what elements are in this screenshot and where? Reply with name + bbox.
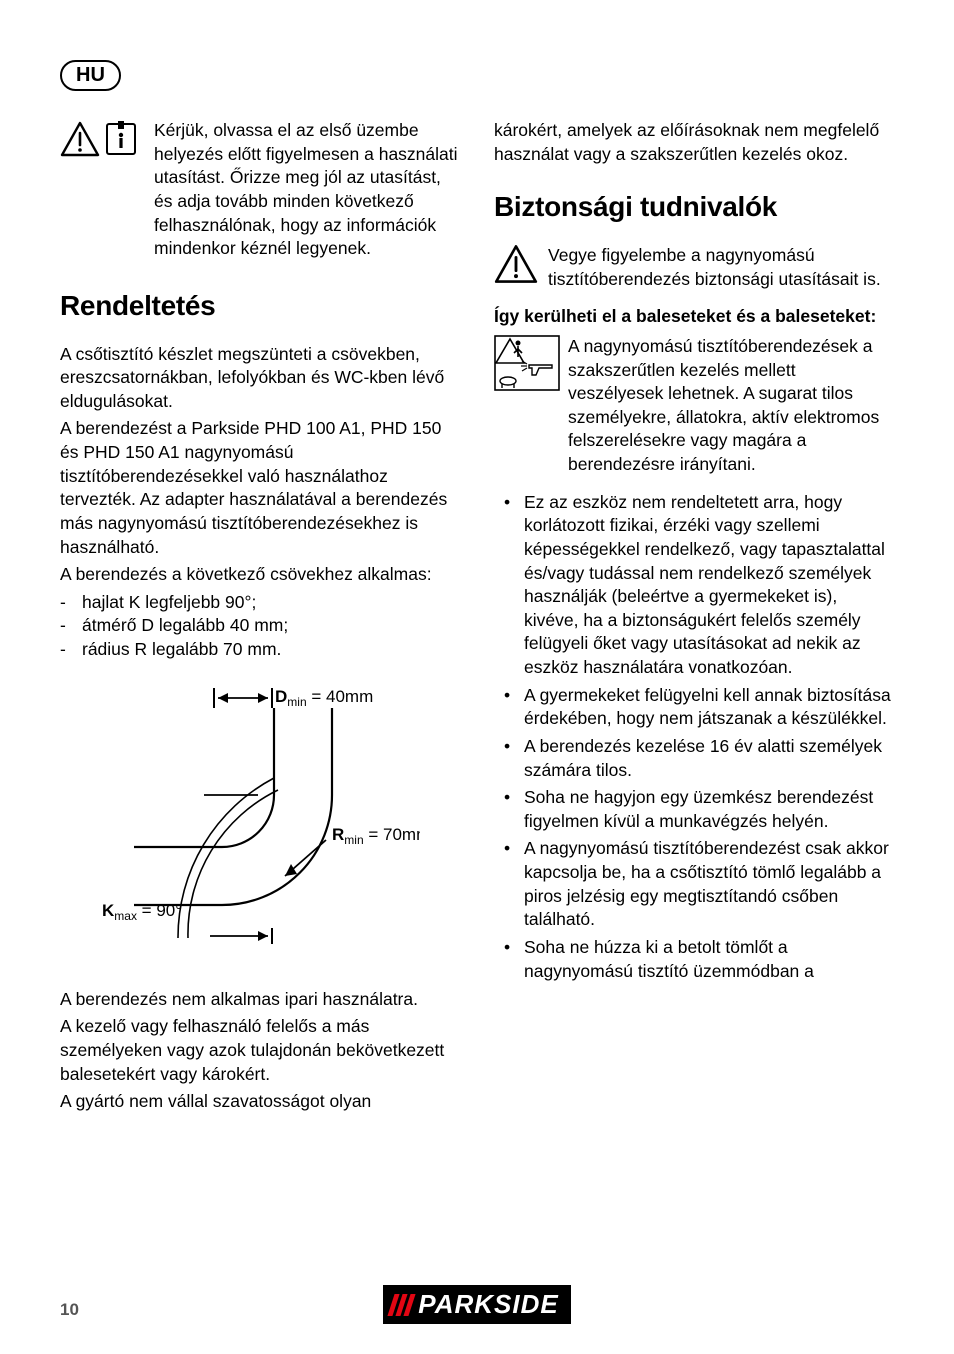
purpose-p3: A berendezés a következő csövekhez alkal… xyxy=(60,563,460,587)
col2-lead: károkért, amelyek az előírásoknak nem me… xyxy=(494,119,894,166)
bullet-text: A gyermekeket felügyelni kell annak bizt… xyxy=(524,684,894,731)
intro-block: Kérjük, olvassa el az első üzembe helyez… xyxy=(60,119,460,261)
list-item: -átmérő D legalább 40 mm; xyxy=(60,614,460,638)
list-item: •A nagynyomású tisztítóberendezést csak … xyxy=(494,837,894,932)
heading-safety: Biztonsági tudnivalók xyxy=(494,188,894,226)
list-item: -rádius R legalább 70 mm. xyxy=(60,638,460,662)
bullet-text: A berendezés kezelése 16 év alatti szemé… xyxy=(524,735,894,782)
pipe-diagram: Dmin = 40mm Rmin = 70mm Kmax = 90° xyxy=(60,680,460,970)
heading-purpose: Rendeltetés xyxy=(60,287,460,325)
list-text: hajlat K legfeljebb 90°; xyxy=(82,591,256,615)
svg-text:Dmin = 40mm: Dmin = 40mm xyxy=(275,687,373,709)
footer: PARKSIDE xyxy=(0,1285,954,1324)
language-badge: HU xyxy=(60,60,121,91)
safety-bullet-list: •Ez az eszköz nem rendeltetett arra, hog… xyxy=(494,491,894,984)
purpose-p2: A berendezést a Parkside PHD 100 A1, PHD… xyxy=(60,417,460,559)
list-text: átmérő D legalább 40 mm; xyxy=(82,614,288,638)
list-item: •A gyermekeket felügyelni kell annak biz… xyxy=(494,684,894,731)
intro-text: Kérjük, olvassa el az első üzembe helyez… xyxy=(148,119,460,261)
svg-text:Kmax = 90°: Kmax = 90° xyxy=(102,901,182,923)
brand-stripes-icon xyxy=(388,1294,416,1316)
bullet-text: Soha ne hagyjon egy üzemkész berendezést… xyxy=(524,786,894,833)
safety-warning-block: Vegye figyelembe a nagynyomású tisztítób… xyxy=(494,244,894,291)
purpose-p6: A gyártó nem vállal szavatosságot olyan xyxy=(60,1090,460,1114)
right-column: károkért, amelyek az előírásoknak nem me… xyxy=(494,119,894,1118)
list-text: rádius R legalább 70 mm. xyxy=(82,638,281,662)
bullet-text: Ez az eszköz nem rendeltetett arra, hogy… xyxy=(524,491,894,680)
content-columns: Kérjük, olvassa el az első üzembe helyez… xyxy=(60,119,894,1118)
brand-logo: PARKSIDE xyxy=(383,1285,570,1324)
warning-triangle-icon xyxy=(494,244,538,284)
left-column: Kérjük, olvassa el az első üzembe helyez… xyxy=(60,119,460,1118)
svg-text:Rmin = 70mm: Rmin = 70mm xyxy=(332,825,420,847)
list-item: •A berendezés kezelése 16 év alatti szem… xyxy=(494,735,894,782)
bullet-text: A nagynyomású tisztítóberendezést csak a… xyxy=(524,837,894,932)
safety-warn-text: Vegye figyelembe a nagynyomású tisztítób… xyxy=(548,244,894,291)
purpose-list: -hajlat K legfeljebb 90°; -átmérő D lega… xyxy=(60,591,460,662)
purpose-p4: A berendezés nem alkalmas ipari használa… xyxy=(60,988,460,1012)
intro-icons xyxy=(60,119,138,261)
list-item: •Soha ne hagyjon egy üzemkész berendezés… xyxy=(494,786,894,833)
pressure-warning-block: A nagynyomású tisztítóberendezések a sza… xyxy=(494,335,894,477)
list-item: •Soha ne húzza ki a betolt tömlőt a nagy… xyxy=(494,936,894,983)
list-item: -hajlat K legfeljebb 90°; xyxy=(60,591,460,615)
safety-bold-lead: Így kerülheti el a baleseteket és a bale… xyxy=(494,305,894,329)
pressure-text: A nagynyomású tisztítóberendezések a sza… xyxy=(568,335,894,477)
no-spray-people-icon xyxy=(494,335,560,391)
list-item: •Ez az eszköz nem rendeltetett arra, hog… xyxy=(494,491,894,680)
warning-triangle-icon xyxy=(60,121,100,157)
brand-text: PARKSIDE xyxy=(418,1289,558,1320)
purpose-p1: A csőtisztító készlet megszünteti a csöv… xyxy=(60,343,460,414)
bullet-text: Soha ne húzza ki a betolt tömlőt a nagyn… xyxy=(524,936,894,983)
manual-book-icon xyxy=(104,121,138,157)
purpose-p5: A kezelő vagy felhasználó felelős a más … xyxy=(60,1015,460,1086)
